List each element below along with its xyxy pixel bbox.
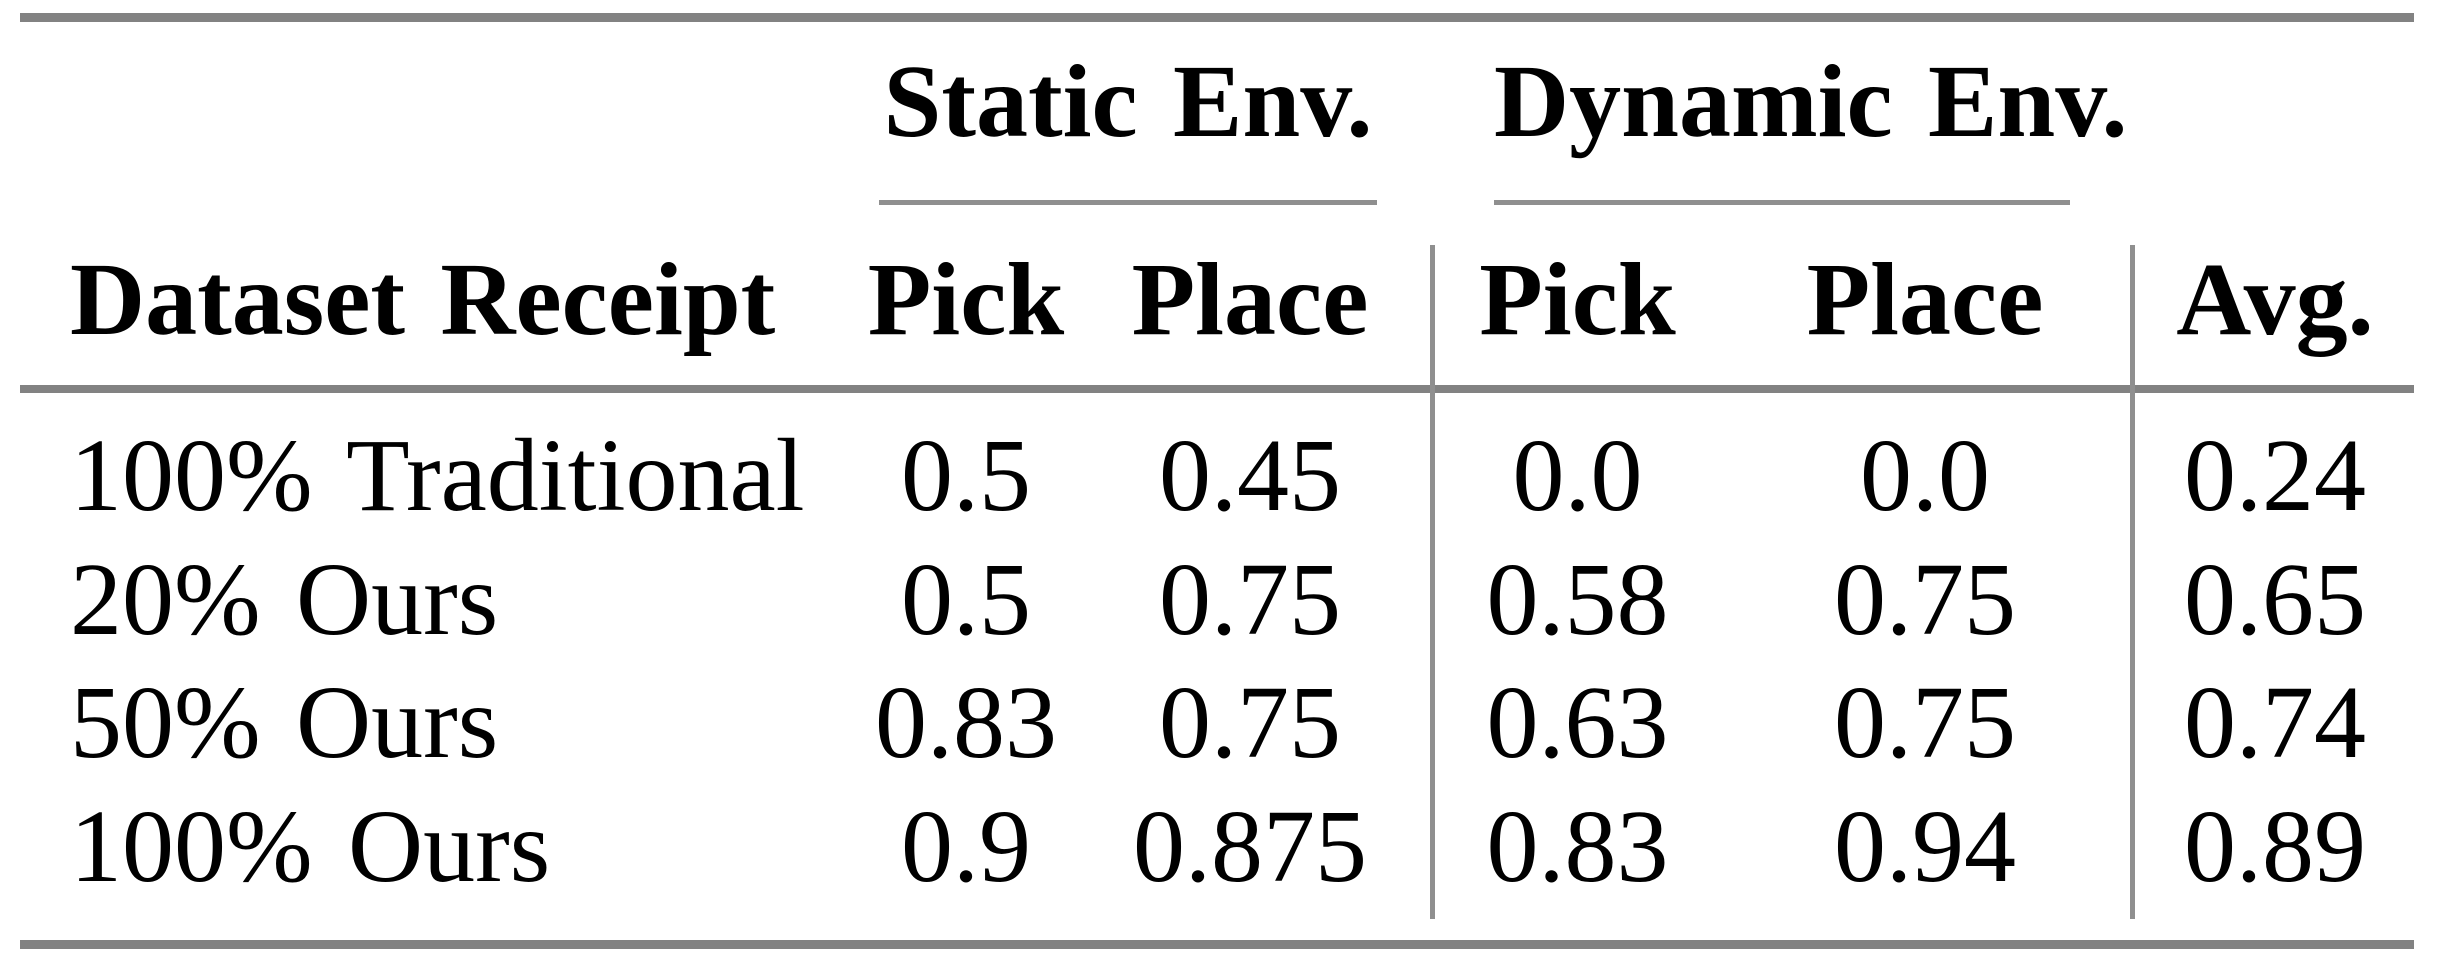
col-header-static-pick: Pick [867,242,1065,357]
col-header-dataset-receipt: Dataset Receipt [70,242,776,357]
table-top-rule [20,13,2414,22]
cell-dynamic-place: 0.75 [1834,542,2016,657]
cell-avg: 0.89 [2184,789,2366,904]
cell-avg: 0.65 [2184,542,2366,657]
cmidrule-dynamic-env [1494,200,2070,205]
cell-avg: 0.74 [2184,665,2366,780]
cell-static-pick: 0.5 [901,542,1031,657]
row-label: 20% Ours [70,542,499,657]
cell-static-place: 0.75 [1159,665,1341,780]
col-group-static-env: Static Env. [883,44,1373,159]
col-header-dynamic-place: Place [1806,242,2044,357]
row-label: 100% Traditional [70,418,805,533]
col-group-dynamic-env: Dynamic Env. [1494,44,2128,159]
cmidrule-static-env [879,200,1377,205]
col-header-dynamic-pick: Pick [1479,242,1676,357]
col-header-static-place: Place [1131,242,1369,357]
cell-avg: 0.24 [2184,418,2366,533]
cell-dynamic-place: 0.0 [1860,418,1990,533]
cell-static-place: 0.875 [1133,789,1367,904]
cell-static-place: 0.75 [1159,542,1341,657]
table-mid-rule [20,385,2414,393]
cell-dynamic-place: 0.94 [1834,789,2016,904]
vertical-rule-dynamic-avg [2130,245,2135,919]
cell-dynamic-pick: 0.58 [1486,542,1669,657]
cell-dynamic-place: 0.75 [1834,665,2016,780]
row-label: 50% Ours [70,665,499,780]
cell-static-pick: 0.5 [901,418,1031,533]
col-header-avg: Avg. [2176,242,2374,357]
vertical-rule-static-dynamic [1430,245,1435,919]
cell-static-pick: 0.9 [901,789,1031,904]
cell-dynamic-pick: 0.63 [1486,665,1669,780]
table-bottom-rule [20,940,2414,949]
cell-static-pick: 0.83 [875,665,1057,780]
cell-dynamic-pick: 0.0 [1512,418,1643,533]
row-label: 100% Ours [70,789,551,904]
cell-dynamic-pick: 0.83 [1486,789,1669,904]
cell-static-place: 0.45 [1159,418,1341,533]
